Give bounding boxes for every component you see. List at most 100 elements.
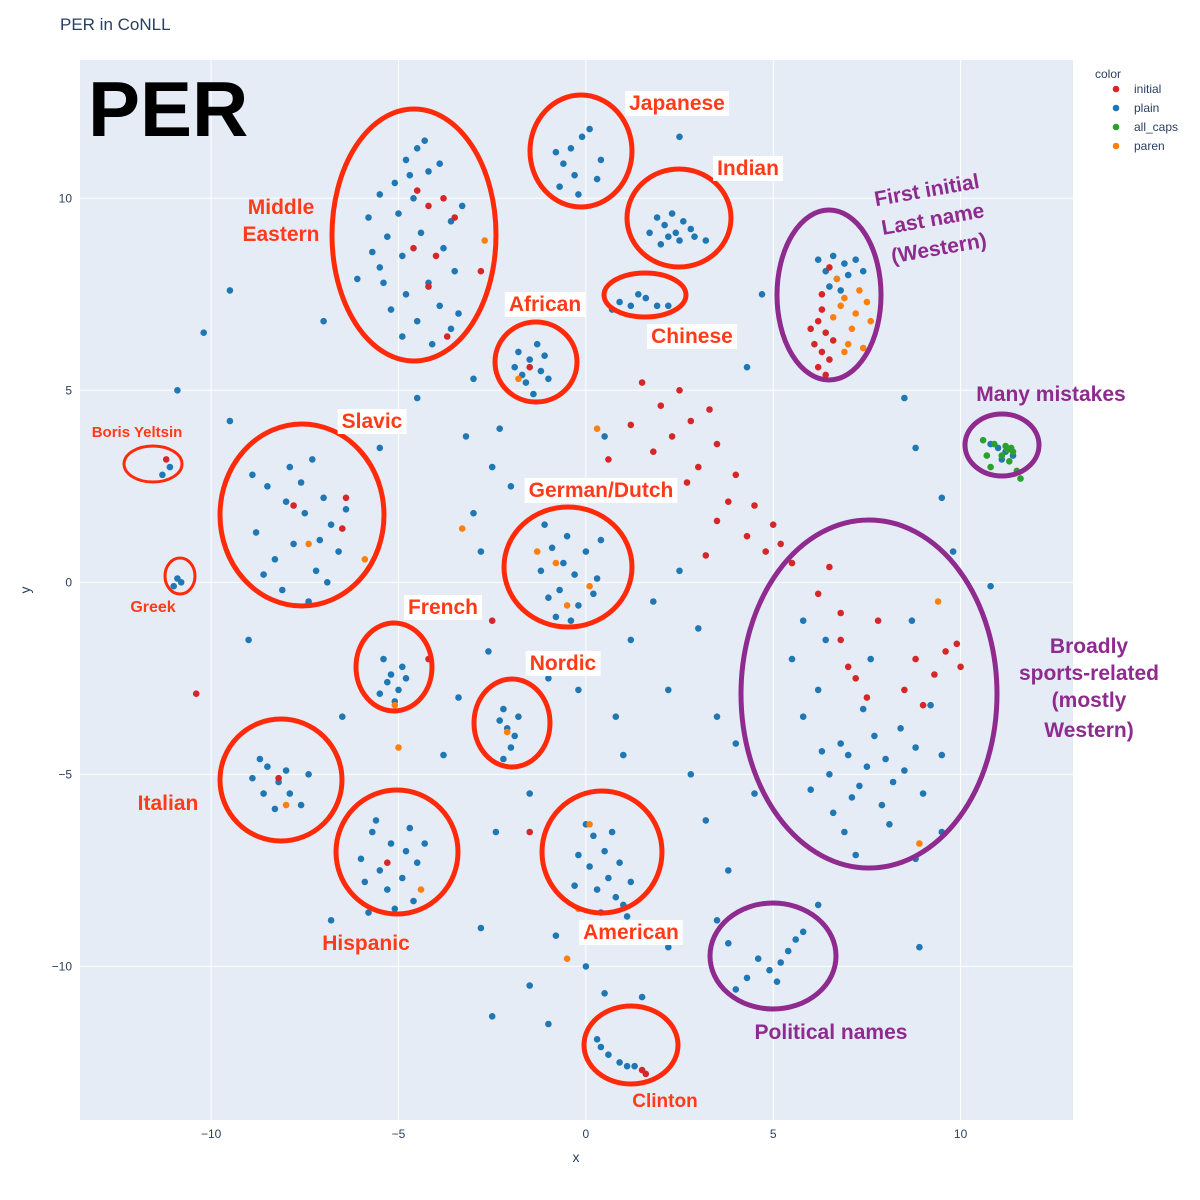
point-plain [361, 878, 369, 886]
point-initial [668, 433, 676, 440]
point-paren [563, 602, 571, 609]
point-plain [402, 847, 410, 855]
point-plain [822, 636, 829, 644]
point-initial [605, 456, 612, 463]
point-plain [339, 713, 346, 720]
cluster-label: Nordic [525, 651, 601, 676]
point-plain [597, 1043, 605, 1051]
point-plain [440, 244, 447, 252]
point-initial [432, 252, 440, 260]
point-initial [826, 563, 833, 571]
point-plain [578, 133, 586, 141]
point-plain [635, 291, 642, 298]
point-plain [395, 210, 402, 217]
point-plain [226, 287, 234, 294]
point-plain [402, 156, 410, 164]
cluster-label-text: Chinese [651, 325, 733, 348]
point-plain [631, 1062, 638, 1070]
label-background [713, 156, 783, 181]
point-plain [616, 298, 623, 306]
point-plain [680, 218, 687, 225]
cluster-label-text: (mostly [1052, 689, 1127, 712]
point-plain [541, 521, 548, 528]
point-plain [530, 390, 537, 398]
point-plain [376, 867, 384, 874]
point-plain [766, 966, 773, 974]
point-initial [451, 214, 459, 221]
point-paren [829, 314, 837, 321]
point-plain [661, 221, 668, 229]
point-plain [384, 678, 391, 686]
point-initial [440, 195, 447, 202]
point-initial [769, 521, 777, 528]
point-plain [421, 137, 429, 144]
y-tick-label: 5 [65, 383, 72, 397]
cluster-label-text: German/Dutch [529, 479, 674, 502]
point-plain [593, 1036, 601, 1043]
point-plain [177, 579, 185, 586]
point-plain [552, 613, 560, 621]
point-plain [949, 548, 957, 555]
point-initial [751, 502, 758, 509]
point-plain [488, 1013, 496, 1020]
point-plain [537, 367, 545, 375]
label-background [625, 91, 729, 116]
point-plain [290, 540, 297, 548]
point-plain [852, 851, 859, 859]
point-initial [814, 317, 822, 325]
point-plain [485, 648, 492, 655]
point-all-caps [998, 452, 1006, 459]
point-plain [369, 828, 376, 836]
point-initial [837, 636, 844, 644]
point-initial [826, 356, 833, 363]
point-plain [369, 248, 376, 256]
point-plain [758, 291, 766, 298]
cluster-circle [492, 319, 580, 405]
point-plain [384, 233, 391, 240]
point-plain [627, 878, 635, 886]
point-initial [942, 648, 949, 655]
point-plain [399, 333, 406, 340]
point-plain [170, 582, 177, 590]
point-plain [841, 828, 848, 836]
point-plain [249, 471, 256, 479]
point-plain [324, 579, 331, 586]
cluster-circle [217, 421, 387, 609]
label-background [525, 651, 601, 676]
label-background [504, 292, 586, 317]
point-paren [361, 556, 369, 563]
cluster-label: (mostly [1052, 689, 1127, 712]
point-plain [320, 494, 327, 502]
cluster-label: Japanese [625, 91, 729, 116]
point-paren [848, 325, 856, 333]
y-tick-label: 10 [59, 191, 73, 205]
point-plain [264, 483, 271, 490]
label-background [337, 409, 407, 434]
point-paren [395, 744, 402, 751]
point-plain [859, 705, 867, 713]
cluster-label-text: Many mistakes [976, 383, 1125, 406]
point-paren [586, 582, 593, 590]
point-plain [642, 294, 650, 302]
point-initial [814, 590, 822, 598]
point-plain [526, 982, 533, 989]
legend-marker-all-caps [1112, 123, 1120, 131]
x-tick-label: 0 [583, 1127, 590, 1141]
point-plain [458, 202, 466, 210]
cluster-label-text: Slavic [342, 410, 403, 433]
point-plain [455, 694, 462, 701]
point-plain [451, 267, 459, 275]
cluster-label: Greek [130, 599, 175, 616]
point-plain [399, 252, 406, 260]
point-plain [256, 755, 264, 763]
point-initial [874, 617, 882, 624]
point-plain [575, 851, 582, 859]
point-plain [470, 509, 477, 517]
cluster-label: Boris Yeltsin [92, 424, 183, 441]
point-paren [552, 559, 560, 567]
cluster-label-text: American [583, 921, 679, 944]
point-paren [859, 344, 867, 352]
point-plain [608, 828, 616, 836]
y-axis-title: y [17, 587, 33, 594]
